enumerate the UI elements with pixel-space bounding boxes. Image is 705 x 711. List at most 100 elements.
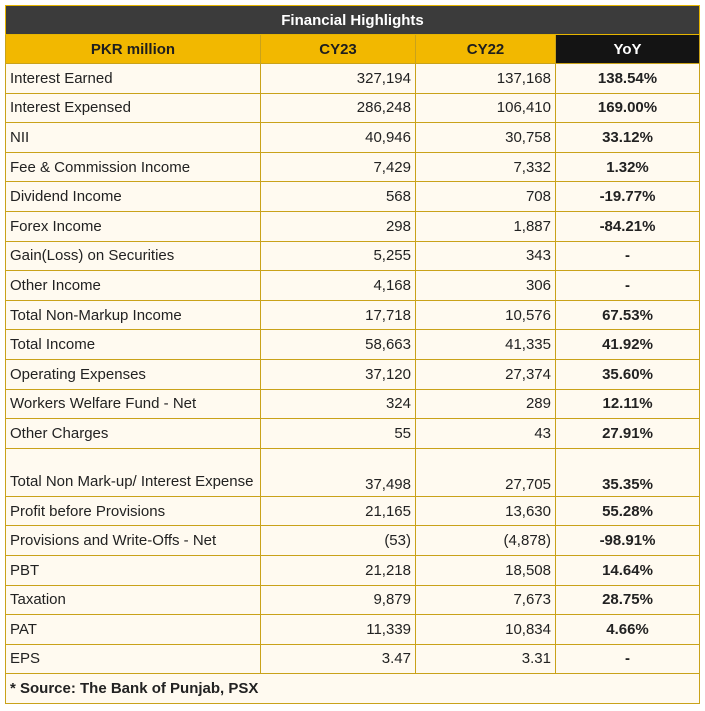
cy23-value: 37,498	[260, 447, 416, 497]
cy22-value: 343	[415, 240, 556, 272]
row-label: Other Income	[5, 270, 261, 301]
table-row: Total Income 58,663 41,335 41.92%	[5, 329, 701, 360]
row-label: Other Charges	[5, 418, 261, 449]
source-note: * Source: The Bank of Punjab, PSX	[4, 673, 701, 705]
cy22-value: 306	[415, 270, 556, 301]
table-row: Total Non-Markup Income 17,718 10,576 67.53…	[5, 299, 701, 331]
cy22-value: 1,887	[415, 210, 556, 242]
table-row: Interest Expensed 286,248 106,410 169.00%	[5, 92, 701, 124]
table-row: Gain(Loss) on Securities 5,255 343-	[5, 240, 701, 272]
row-label: Fee & Commission Income	[5, 151, 261, 183]
cy22-value: (4,878)	[415, 525, 556, 556]
cy23-value: 3.47	[260, 643, 416, 675]
row-label: Dividend Income	[5, 181, 261, 212]
yoy-value: 35.60%	[554, 358, 701, 390]
header-yoy: YoY	[554, 34, 701, 64]
cy22-value: 30,758	[415, 122, 556, 153]
table-row: Taxation 9,879 7,673 28.75%	[5, 584, 701, 616]
cy22-value: 18,508	[415, 554, 556, 586]
table-row: Fee & Commission Income 7,429 7,332 1.32%	[5, 151, 701, 183]
yoy-value: 138.54%	[554, 63, 701, 94]
yoy-value: 4.66%	[554, 614, 701, 645]
row-label: Interest Expensed	[5, 92, 261, 124]
row-label: Provisions and Write-Offs - Net	[5, 525, 261, 556]
yoy-value: -	[554, 270, 701, 301]
row-label: PBT	[5, 554, 261, 586]
column-header-row: PKR million CY23 CY22 YoY	[5, 34, 701, 64]
cy22-value: 27,705	[415, 447, 556, 497]
row-label: Total Income	[5, 329, 261, 360]
cy23-value: 9,879	[260, 584, 416, 616]
cy23-value: 21,218	[260, 554, 416, 586]
cy22-value: 41,335	[415, 329, 556, 360]
row-label: Total Non Mark-up/ Interest Expense	[5, 447, 261, 497]
cy23-value: 324	[260, 388, 416, 420]
table-row: Total Non Mark-up/ Interest Expense 37,49…	[5, 447, 701, 497]
source-row: * Source: The Bank of Punjab, PSX	[4, 673, 701, 705]
cy22-value: 43	[415, 418, 556, 449]
cy22-value: 7,332	[415, 151, 556, 183]
yoy-value: 67.53%	[554, 299, 701, 331]
row-label: Operating Expenses	[5, 358, 261, 390]
cy22-value: 3.31	[415, 643, 556, 675]
cy23-value: 55	[260, 418, 416, 449]
cy23-value: 21,165	[260, 495, 416, 527]
yoy-value: 41.92%	[554, 329, 701, 360]
row-label: Workers Welfare Fund - Net	[5, 388, 261, 420]
table-body: Interest Earned 327,194 137,168 138.54% Inte…	[5, 63, 701, 675]
row-label: Profit before Provisions	[5, 495, 261, 527]
row-label: Forex Income	[5, 210, 261, 242]
table-row: PAT 11,339 10,834 4.66%	[5, 614, 701, 645]
table-row: Other Income 4,168 306-	[5, 270, 701, 301]
table-row: PBT 21,218 18,508 14.64%	[5, 554, 701, 586]
table-row: Forex Income 298 1,887 -84.21%	[5, 210, 701, 242]
yoy-value: -	[554, 240, 701, 272]
cy22-value: 7,673	[415, 584, 556, 616]
cy22-value: 27,374	[415, 358, 556, 390]
table-row: Operating Expenses 37,120 27,374 35.60%	[5, 358, 701, 390]
yoy-value: 12.11%	[554, 388, 701, 420]
cy23-value: 327,194	[260, 63, 416, 94]
table-row: EPS 3.47 3.31-	[5, 643, 701, 675]
row-label: EPS	[5, 643, 261, 675]
header-cy23: CY23	[260, 34, 416, 64]
yoy-value: -	[554, 643, 701, 675]
cy23-value: 58,663	[260, 329, 416, 360]
row-label: PAT	[5, 614, 261, 645]
yoy-value: -19.77%	[554, 181, 701, 212]
cy22-value: 13,630	[415, 495, 556, 527]
table-row: Dividend Income 568 708 -19.77%	[5, 181, 701, 212]
table-row: Profit before Provisions 21,165 13,630 55.2…	[5, 495, 701, 527]
financial-highlights-table-container: Financial Highlights PKR million CY23 CY…	[4, 5, 701, 705]
row-label: Total Non-Markup Income	[5, 299, 261, 331]
cy23-value: 298	[260, 210, 416, 242]
cy22-value: 137,168	[415, 63, 556, 94]
header-pkr-million: PKR million	[5, 34, 261, 64]
table-row: NII 40,946 30,758 33.12%	[5, 122, 701, 153]
table-title-row: Financial Highlights	[4, 5, 701, 35]
table-row: Workers Welfare Fund - Net 324 289 12.11%	[5, 388, 701, 420]
cy23-value: 286,248	[260, 92, 416, 124]
yoy-value: 1.32%	[554, 151, 701, 183]
financial-highlights-table: Financial Highlights PKR million CY23 CY…	[4, 5, 701, 705]
yoy-value: 28.75%	[554, 584, 701, 616]
cy23-value: 7,429	[260, 151, 416, 183]
yoy-value: -98.91%	[554, 525, 701, 556]
yoy-value: 27.91%	[554, 418, 701, 449]
table-row: Provisions and Write-Offs - Net (53) (4,87…	[5, 525, 701, 556]
row-label: Gain(Loss) on Securities	[5, 240, 261, 272]
cy23-value: 11,339	[260, 614, 416, 645]
row-label: Interest Earned	[5, 63, 261, 94]
cy22-value: 10,576	[415, 299, 556, 331]
row-label: NII	[5, 122, 261, 153]
header-cy22: CY22	[415, 34, 556, 64]
yoy-value: 169.00%	[554, 92, 701, 124]
table-row: Other Charges 55 43 27.91%	[5, 418, 701, 449]
yoy-value: 55.28%	[554, 495, 701, 527]
yoy-value: 14.64%	[554, 554, 701, 586]
cy22-value: 10,834	[415, 614, 556, 645]
table-title: Financial Highlights	[4, 5, 701, 35]
cy23-value: (53)	[260, 525, 416, 556]
cy22-value: 708	[415, 181, 556, 212]
table-row: Interest Earned 327,194 137,168 138.54%	[5, 63, 701, 94]
